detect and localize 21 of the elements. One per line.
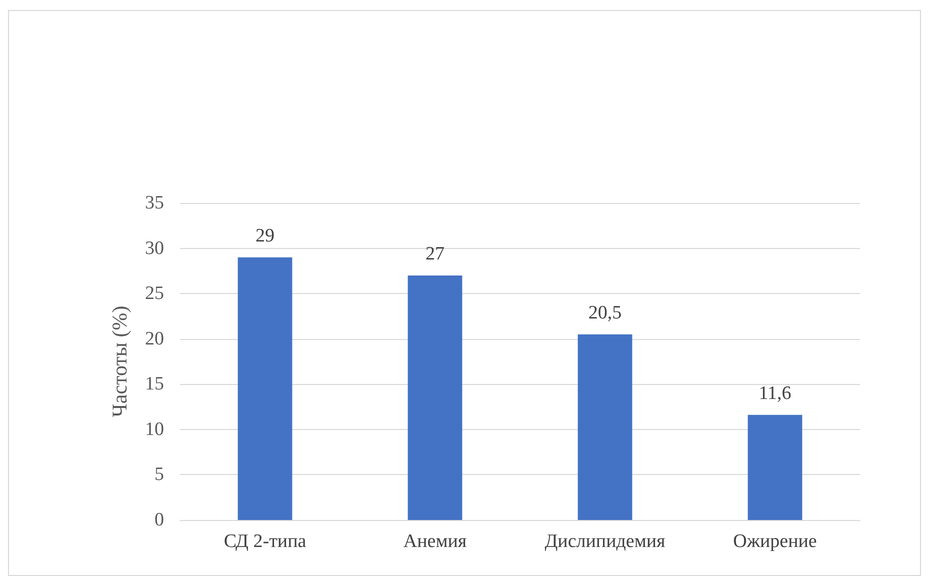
data-label: 29 <box>256 225 274 246</box>
y-tick-label: 0 <box>154 510 164 530</box>
y-tick-label: 10 <box>145 418 164 440</box>
y-tick-label: 25 <box>145 283 164 304</box>
x-tick-label: Дислипидемия <box>544 531 666 552</box>
bar <box>578 334 632 520</box>
y-tick-label: 20 <box>145 328 164 350</box>
bar <box>748 414 802 520</box>
x-tick-label: СД 2-типа <box>224 531 307 552</box>
bar <box>238 257 292 520</box>
x-tick-label: Ожирение <box>733 531 817 552</box>
x-tick-label: Анемия <box>403 531 467 552</box>
data-label: 11,6 <box>758 382 792 404</box>
data-label: 20,5 <box>588 302 622 324</box>
y-tick-label: 30 <box>145 238 164 259</box>
y-tick-label: 35 <box>145 192 164 214</box>
y-axis-title: Частоты (%) <box>108 306 132 418</box>
y-tick-label: 15 <box>145 374 164 395</box>
data-label: 27 <box>426 243 444 264</box>
bar <box>408 275 462 520</box>
y-tick-label: 5 <box>154 464 164 486</box>
